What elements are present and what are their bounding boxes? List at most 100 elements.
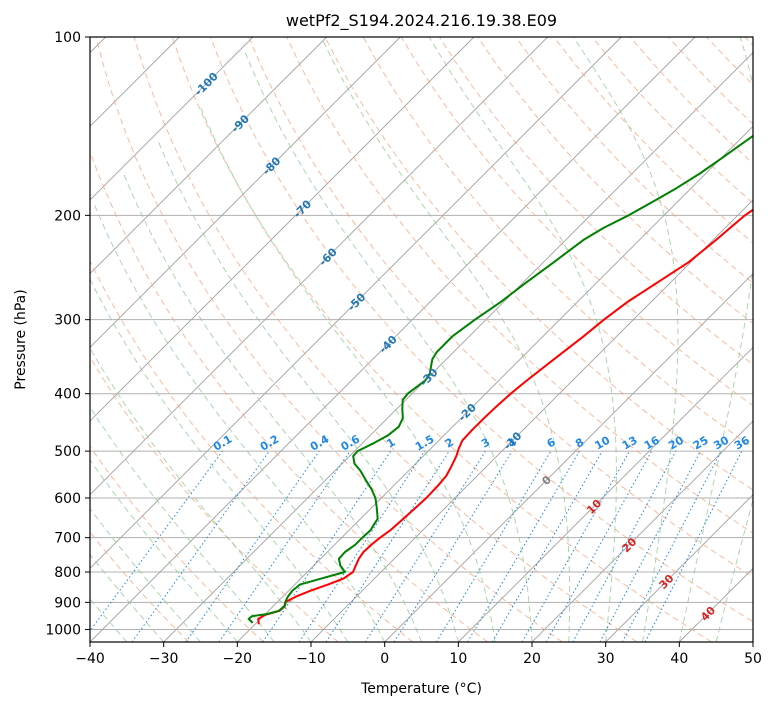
y-tick-label: 400 (54, 387, 81, 403)
mixing-ratio-line (545, 450, 653, 642)
moist-adiabat-line (428, 37, 617, 642)
isotherm-label: -50 (345, 290, 368, 313)
y-axis-label: Pressure (hPa) (13, 289, 29, 389)
dry-adiabat-line (438, 37, 753, 366)
y-tick-label: 600 (54, 491, 81, 507)
mixing-ratio-line (90, 450, 223, 632)
temperature-line (257, 208, 753, 625)
x-tick-label: −10 (296, 651, 326, 667)
y-tick-label: 700 (54, 531, 81, 547)
mixing-ratio-label: 1 (384, 436, 397, 451)
x-tick-label: 40 (670, 651, 688, 667)
mixing-ratio-line (435, 450, 552, 642)
moist-adiabat-line (90, 553, 165, 642)
dewpoint-line (247, 134, 753, 624)
moist-adiabat-line (572, 37, 679, 642)
mixing-ratio-line (521, 450, 630, 642)
moist-adiabat-line (243, 49, 533, 642)
mixing-ratio-label: 16 (642, 433, 662, 452)
dry-adiabat-label: 30 (657, 572, 677, 592)
x-axis-label: Temperature (°C) (360, 681, 482, 697)
x-tick-label: −20 (223, 651, 253, 667)
dry-adiabat-label: 10 (584, 497, 604, 517)
y-tick-label: 1000 (45, 622, 81, 638)
isotherm-line (458, 346, 753, 642)
isotherm-label: -40 (377, 333, 400, 356)
mixing-ratio-line (325, 450, 450, 642)
isotherm-line (90, 37, 475, 422)
mixing-ratio-line (572, 450, 677, 642)
dry-adiabat-line (706, 37, 753, 86)
y-tick-label: 100 (54, 30, 81, 46)
mixing-ratio-label: 36 (732, 433, 752, 452)
mixing-ratio-line (262, 450, 392, 642)
isotherm-line (679, 567, 753, 642)
dry-adiabat-line (591, 37, 753, 204)
isotherm-line (90, 37, 622, 569)
isotherm-label: -80 (260, 154, 283, 177)
mixing-ratio-line (644, 450, 743, 642)
mixing-ratio-line (131, 450, 270, 642)
background-lines (90, 37, 753, 642)
dry-adiabat-label: 40 (698, 604, 718, 624)
mixing-ratio-label: 1.5 (413, 433, 436, 454)
isotherm-label: -10 (501, 429, 524, 452)
profile-lines (247, 134, 753, 625)
x-tick-label: 20 (523, 651, 541, 667)
mixing-ratio-line (364, 450, 486, 642)
moist-adiabat-line (90, 507, 201, 642)
isotherm-label: -30 (417, 366, 440, 389)
dry-adiabat-line (515, 37, 753, 284)
y-tick-label: 500 (54, 444, 81, 460)
mixing-ratio-line (218, 450, 351, 642)
dry-adiabat-line (324, 37, 753, 491)
plot-frame (89, 36, 754, 643)
dry-adiabat-line (90, 445, 264, 642)
isotherm-label: -100 (192, 70, 221, 99)
moist-adiabat-line (715, 497, 753, 642)
y-tick-label: 200 (54, 208, 81, 224)
mixing-ratio-label: 0.2 (258, 433, 281, 454)
mixing-ratio-label: 25 (691, 434, 711, 453)
y-tick-label: 300 (54, 313, 81, 329)
y-ticks: 100 200 300 400 500 600 700 800 900 1000 (45, 30, 90, 638)
dry-adiabat-line (95, 37, 563, 642)
mixing-ratio-label: 10 (593, 433, 613, 452)
line-labels: 0.1 0.2 0.4 0.6 1 1.5 2 3 4 6 8 10 13 16 20 25 30 36-100-… (192, 70, 752, 624)
moist-adiabat-line (90, 278, 349, 642)
moist-adiabat-line (92, 201, 386, 642)
y-tick-label: 800 (54, 565, 81, 581)
x-tick-label: −30 (149, 651, 179, 667)
dry-adiabat-line (286, 37, 753, 534)
isotherm-label: -60 (317, 245, 340, 268)
moist-adiabat-line (198, 104, 496, 642)
chart-title: wetPf2_S194.2024.216.19.38.E09 (286, 11, 557, 31)
dry-adiabat-line (90, 150, 488, 642)
x-tick-label: 30 (597, 651, 615, 667)
mixing-ratio-label: 0.1 (211, 433, 234, 454)
dry-adiabat-line (210, 37, 753, 623)
mixing-ratio-label: 3 (479, 436, 492, 451)
dry-adiabat-line (133, 37, 638, 642)
mixing-ratio-line (298, 450, 425, 642)
moist-adiabat-line (90, 459, 238, 642)
x-tick-label: 0 (380, 651, 389, 667)
mixing-ratio-line (467, 450, 580, 642)
x-tick-label: −40 (75, 651, 105, 667)
isotherm-line (237, 125, 753, 642)
moist-adiabat-line (678, 37, 753, 642)
mixing-ratio-label: 0.4 (308, 432, 332, 453)
dry-adiabat-line (744, 37, 753, 47)
isotherm-label: -70 (291, 197, 314, 220)
isotherm-label: -90 (229, 112, 252, 135)
dry-adiabat-line (248, 37, 753, 578)
isotherm-line (310, 199, 753, 642)
isotherm-line (163, 52, 753, 642)
x-ticks: −40 −30 −20 −10 0 10 20 30 40 50 (75, 642, 762, 667)
isotherm-line (90, 37, 254, 201)
mixing-ratio-label: 30 (711, 433, 731, 452)
moist-adiabat-line (90, 406, 275, 642)
moist-adiabat-line (90, 598, 128, 642)
dry-adiabat-line (668, 37, 753, 125)
